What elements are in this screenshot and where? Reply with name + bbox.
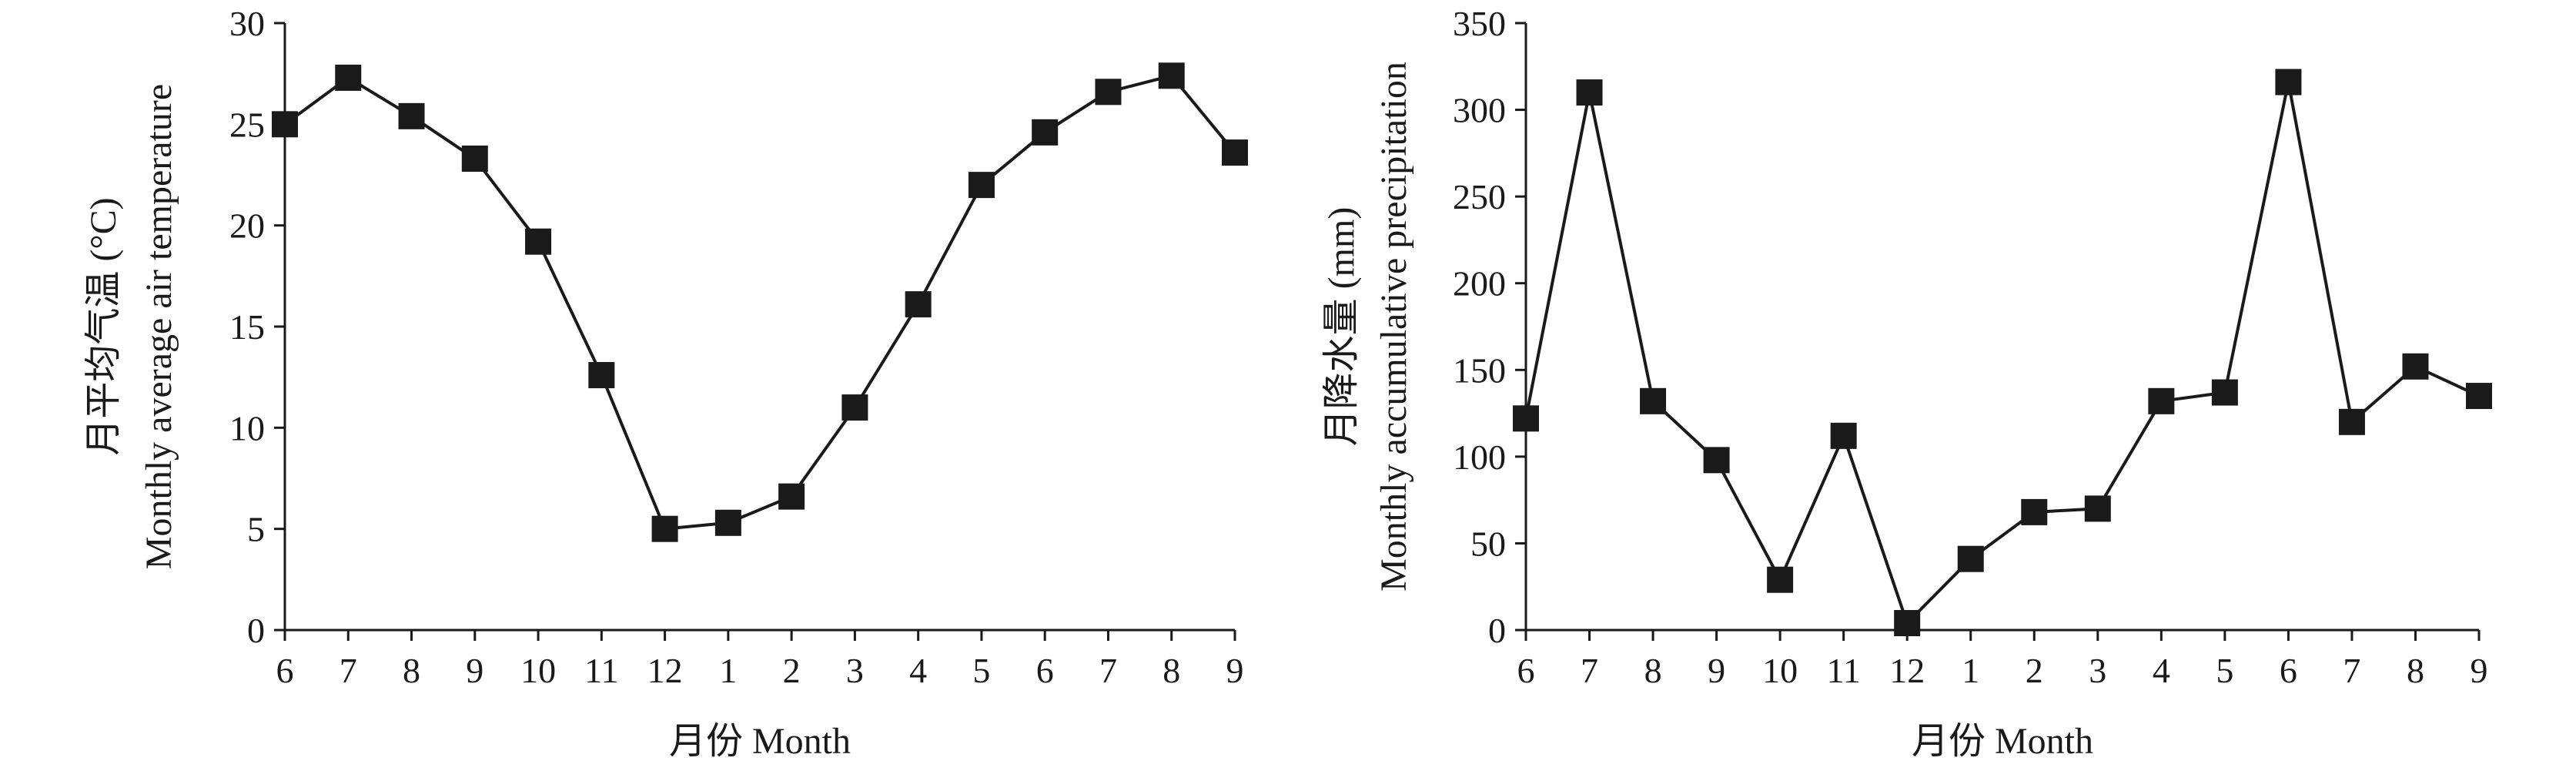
precipitation-data-point <box>2466 383 2492 410</box>
precipitation-data-point <box>1513 405 1539 432</box>
temperature-x-tick-label: 3 <box>846 651 864 690</box>
temperature-y-tick-label: 0 <box>247 611 265 650</box>
temperature-x-tick-label: 8 <box>1163 651 1180 690</box>
temperature-data-point <box>588 362 615 389</box>
temperature-data-point <box>398 102 425 129</box>
temperature-x-axis-title: 月份 Month <box>669 721 851 762</box>
temperature-x-tick-label: 12 <box>647 651 683 690</box>
precipitation-data-point <box>2084 495 2111 522</box>
precipitation-x-tick-label: 5 <box>2216 651 2233 690</box>
precipitation-data-point <box>1640 387 1667 414</box>
precipitation-x-tick-label: 8 <box>2407 651 2424 690</box>
temperature-x-ticks: 6 7 8 9 10 11 12 1 2 3 4 5 6 7 8 9 <box>276 630 1244 690</box>
precipitation-x-tick-label: 3 <box>2089 651 2106 690</box>
precipitation-y-axis-title-zh: 月降水量 (mm) <box>1321 207 1362 447</box>
temperature-y-tick-label: 15 <box>229 307 265 347</box>
precipitation-data-point <box>2148 387 2175 414</box>
precipitation-y-tick-label: 50 <box>1470 524 1506 563</box>
precipitation-y-tick-label: 350 <box>1453 4 1506 43</box>
temperature-data-point <box>461 145 488 172</box>
temperature-data-point <box>968 172 995 199</box>
temperature-x-tick-label: 1 <box>719 651 737 690</box>
precipitation-x-tick-label: 12 <box>1889 651 1925 690</box>
temperature-data-point <box>1095 79 1122 106</box>
temperature-data-point <box>778 483 805 510</box>
temperature-data-point <box>905 291 932 318</box>
temperature-data-point <box>1158 62 1185 89</box>
temperature-x-tick-label: 11 <box>584 651 618 690</box>
precipitation-y-tick-label: 250 <box>1453 177 1506 216</box>
precipitation-x-tick-label: 8 <box>1644 651 1662 690</box>
temperature-x-tick-label: 9 <box>466 651 483 690</box>
precipitation-y-tick-label: 200 <box>1453 264 1506 303</box>
temperature-x-tick-label: 8 <box>403 651 420 690</box>
temperature-y-tick-label: 20 <box>229 206 265 246</box>
precipitation-x-tick-label: 2 <box>2026 651 2043 690</box>
precipitation-y-tick-label: 150 <box>1453 350 1506 390</box>
temperature-axes <box>283 23 1235 632</box>
temperature-data-point <box>1222 139 1248 166</box>
temperature-x-tick-label: 4 <box>909 651 927 690</box>
temperature-x-tick-label: 9 <box>1226 651 1244 690</box>
temperature-y-tick-label: 30 <box>229 4 265 43</box>
precipitation-x-tick-label: 1 <box>1962 651 1979 690</box>
temperature-x-tick-label: 6 <box>1036 651 1054 690</box>
precipitation-data-point <box>1703 447 1730 474</box>
temperature-series <box>272 62 1248 542</box>
precipitation-data-point <box>2021 498 2048 525</box>
precipitation-x-tick-label: 4 <box>2153 651 2170 690</box>
temperature-y-ticks: 0 5 10 15 20 25 30 <box>229 4 285 650</box>
precipitation-data-point <box>1767 566 1794 593</box>
precipitation-x-tick-label: 7 <box>1581 651 1598 690</box>
temperature-x-tick-label: 7 <box>1099 651 1117 690</box>
temperature-x-tick-label: 10 <box>520 651 556 690</box>
temperature-data-point <box>841 394 868 421</box>
temperature-data-point <box>272 111 298 138</box>
precipitation-data-point <box>1957 545 1984 572</box>
temperature-data-point <box>651 515 678 542</box>
precipitation-y-tick-label: 300 <box>1453 91 1506 130</box>
temperature-y-tick-label: 25 <box>229 105 265 144</box>
precipitation-y-tick-label: 0 <box>1488 611 1506 650</box>
precipitation-data-point <box>1894 609 1921 636</box>
temperature-y-tick-label: 10 <box>229 408 265 448</box>
precipitation-x-tick-label: 7 <box>2343 651 2360 690</box>
precipitation-data-point <box>2402 353 2429 380</box>
precipitation-series-line <box>1524 82 2480 626</box>
precipitation-chart: 月降水量 (mm) Monthly accumulative precipita… <box>1321 4 2492 762</box>
precipitation-x-tick-label: 6 <box>2280 651 2297 690</box>
precipitation-y-tick-label: 100 <box>1453 437 1506 477</box>
precipitation-x-tick-label: 11 <box>1827 651 1861 690</box>
precipitation-x-axis-title: 月份 Month <box>1912 721 2093 762</box>
precipitation-y-ticks: 0 50 100 150 200 250 300 350 <box>1453 4 1526 650</box>
precipitation-data-point <box>2275 69 2302 96</box>
precipitation-data-point <box>2338 408 2365 435</box>
precipitation-axes <box>1524 23 2479 632</box>
temperature-data-point <box>714 509 741 536</box>
precipitation-x-ticks: 6 7 8 9 10 11 12 1 2 3 4 5 6 7 8 9 <box>1517 630 2488 690</box>
temperature-chart: 月平均气温 (°C) Monthly average air temperatu… <box>83 4 1248 762</box>
temperature-data-point <box>1032 119 1059 146</box>
precipitation-data-point <box>1830 422 1857 449</box>
precipitation-x-tick-label: 9 <box>1708 651 1725 690</box>
precipitation-x-tick-label: 9 <box>2471 651 2488 690</box>
temperature-y-axis-title-en: Monthly average air temperature <box>139 84 179 569</box>
temperature-data-point <box>335 64 362 91</box>
temperature-x-tick-label: 6 <box>276 651 294 690</box>
precipitation-y-axis-title-en: Monthly accumulative precipitation <box>1373 62 1414 592</box>
precipitation-series <box>1513 69 2492 636</box>
temperature-y-axis-title-zh: 月平均气温 (°C) <box>83 197 124 455</box>
temperature-y-tick-label: 5 <box>247 510 265 549</box>
temperature-data-point <box>525 228 552 255</box>
precipitation-data-point <box>2211 379 2238 406</box>
precipitation-data-point <box>1576 79 1603 106</box>
temperature-series-line <box>283 74 1236 531</box>
temperature-x-tick-label: 7 <box>340 651 357 690</box>
precipitation-x-tick-label: 10 <box>1762 651 1798 690</box>
temperature-x-tick-label: 5 <box>972 651 990 690</box>
temperature-x-tick-label: 2 <box>783 651 801 690</box>
precipitation-x-tick-label: 6 <box>1517 651 1535 690</box>
